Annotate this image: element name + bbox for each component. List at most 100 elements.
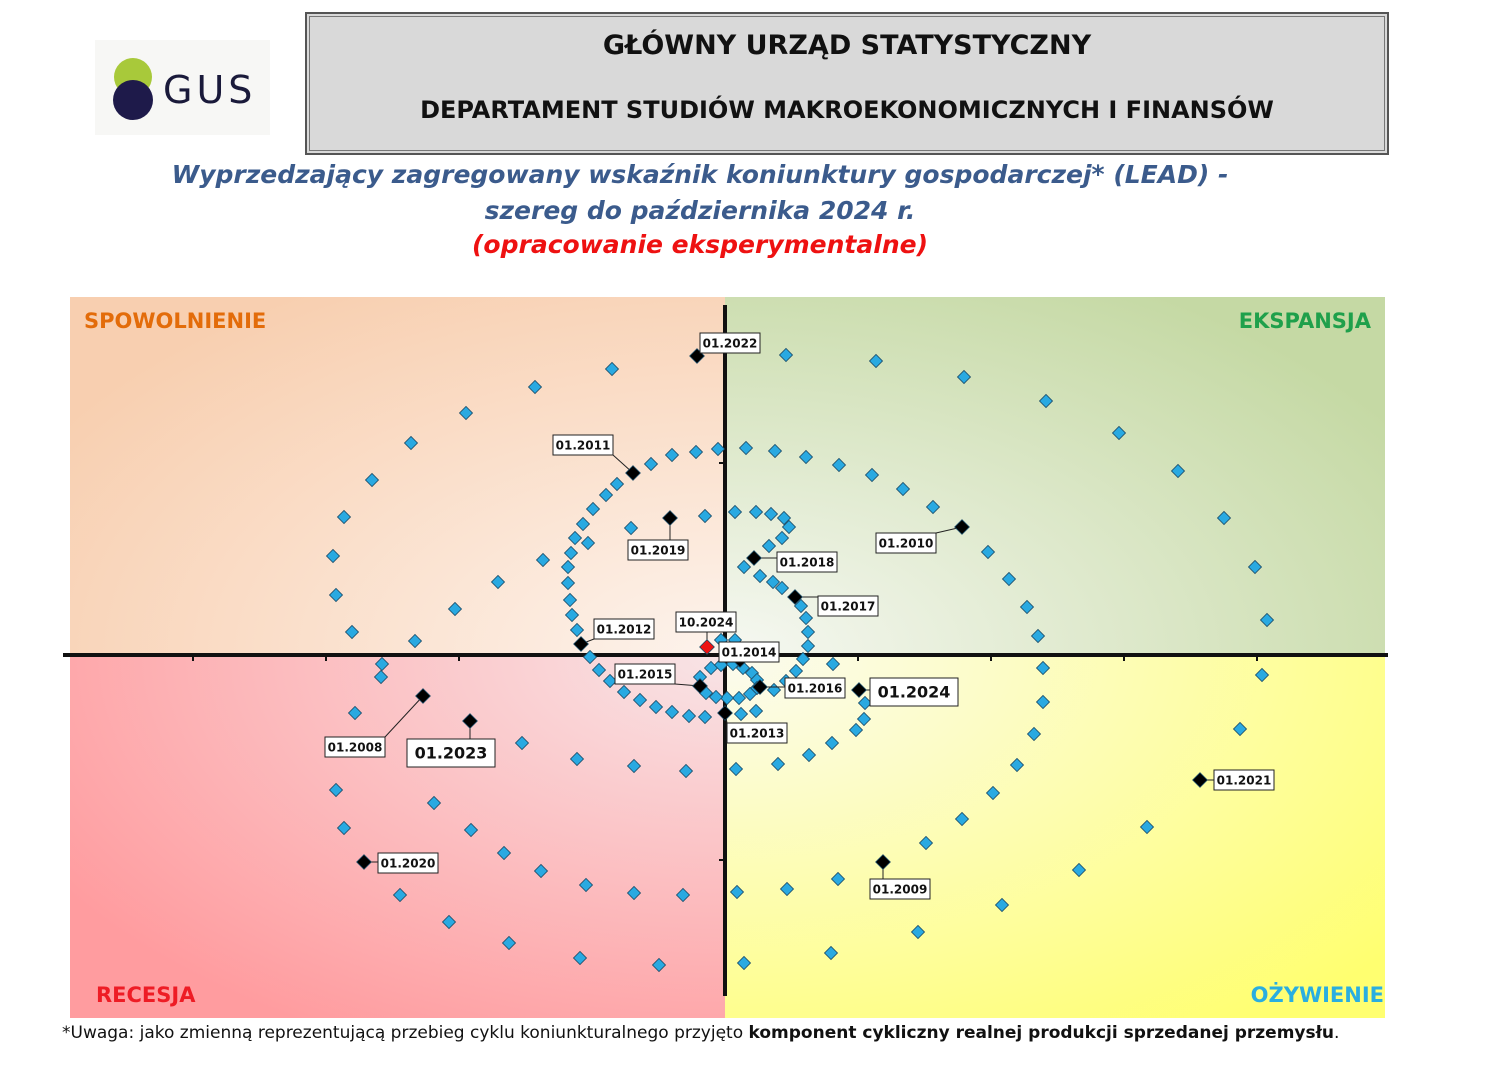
label-box <box>614 663 676 685</box>
point <box>328 587 344 603</box>
point <box>572 950 588 966</box>
point-label: 01.2014 <box>722 646 777 660</box>
point <box>1111 425 1127 441</box>
point <box>918 835 934 851</box>
point <box>463 822 479 838</box>
point <box>347 705 363 721</box>
point <box>788 663 804 679</box>
point <box>575 516 591 532</box>
point <box>1009 757 1025 773</box>
point <box>980 544 996 560</box>
label-box <box>377 852 439 874</box>
labeled-point <box>462 713 478 729</box>
point <box>1035 660 1051 676</box>
point <box>1170 463 1186 479</box>
point <box>697 508 713 524</box>
point <box>1035 694 1051 710</box>
footnote-text: *Uwaga: jako zmienną reprezentującą prze… <box>62 1023 749 1043</box>
point <box>761 538 777 554</box>
point <box>458 405 474 421</box>
labeled-point <box>356 854 372 870</box>
label-box <box>627 539 689 561</box>
point <box>373 669 389 685</box>
labeled-point <box>692 678 708 694</box>
point <box>569 751 585 767</box>
point <box>585 501 601 517</box>
point <box>774 530 790 546</box>
labeled-point <box>787 589 803 605</box>
point <box>664 704 680 720</box>
point <box>678 763 694 779</box>
point <box>578 877 594 893</box>
point <box>765 574 781 590</box>
point <box>748 703 764 719</box>
point <box>336 820 352 836</box>
label-box <box>1213 769 1275 791</box>
labeled-point <box>875 854 891 870</box>
point <box>736 955 752 971</box>
quadrant-label: SPOWOLNIENIE <box>84 309 266 333</box>
logo: GUS <box>95 40 270 135</box>
point-label: 01.2009 <box>873 883 928 897</box>
point <box>1247 559 1263 575</box>
labeled-point <box>1192 772 1208 788</box>
point <box>1071 862 1087 878</box>
point <box>681 708 697 724</box>
point <box>778 347 794 363</box>
point-label: 01.2013 <box>730 727 785 741</box>
department: DEPARTAMENT STUDIÓW MAKROEKONOMICZNYCH I… <box>420 96 1274 124</box>
point <box>344 624 360 640</box>
point <box>800 624 816 640</box>
point <box>626 885 642 901</box>
point <box>985 785 1001 801</box>
point <box>776 510 792 526</box>
point <box>374 656 390 672</box>
chart-title: szereg do października 2024 r. <box>484 196 916 225</box>
point <box>801 747 817 763</box>
leader-line <box>384 695 424 738</box>
point-label: 10.2024 <box>679 616 734 630</box>
point <box>728 761 744 777</box>
label-box <box>675 611 737 633</box>
label-box <box>324 736 386 758</box>
point-label: 01.2016 <box>788 682 843 696</box>
point <box>604 361 620 377</box>
point <box>569 622 585 638</box>
point <box>560 575 576 591</box>
organization: GŁÓWNY URZĄD STATYSTYCZNY <box>602 30 1092 61</box>
point <box>648 699 664 715</box>
point <box>643 456 659 472</box>
point <box>795 651 811 667</box>
labeled-point <box>625 465 641 481</box>
point <box>563 545 579 561</box>
point <box>598 487 614 503</box>
point <box>848 722 864 738</box>
point <box>1259 612 1275 628</box>
point <box>710 441 726 457</box>
labeled-point <box>662 510 678 526</box>
point-label: 01.2022 <box>703 337 758 351</box>
point <box>562 592 578 608</box>
point-label: 01.2020 <box>381 857 436 871</box>
point <box>825 656 841 672</box>
point <box>736 559 752 575</box>
point <box>535 552 551 568</box>
point <box>407 633 423 649</box>
label-box <box>817 595 879 617</box>
point <box>752 568 768 584</box>
point <box>328 782 344 798</box>
point <box>770 756 786 772</box>
point <box>856 711 872 727</box>
logo-text: GUS <box>163 68 257 112</box>
quadrant <box>725 297 1385 655</box>
point <box>564 607 580 623</box>
label-box <box>718 641 780 663</box>
point <box>925 499 941 515</box>
labeled-point <box>415 688 431 704</box>
logo-icon <box>113 58 153 120</box>
point <box>447 601 463 617</box>
point <box>325 548 341 564</box>
label-box <box>699 332 761 354</box>
point-label: 01.2024 <box>878 683 951 702</box>
point <box>864 467 880 483</box>
